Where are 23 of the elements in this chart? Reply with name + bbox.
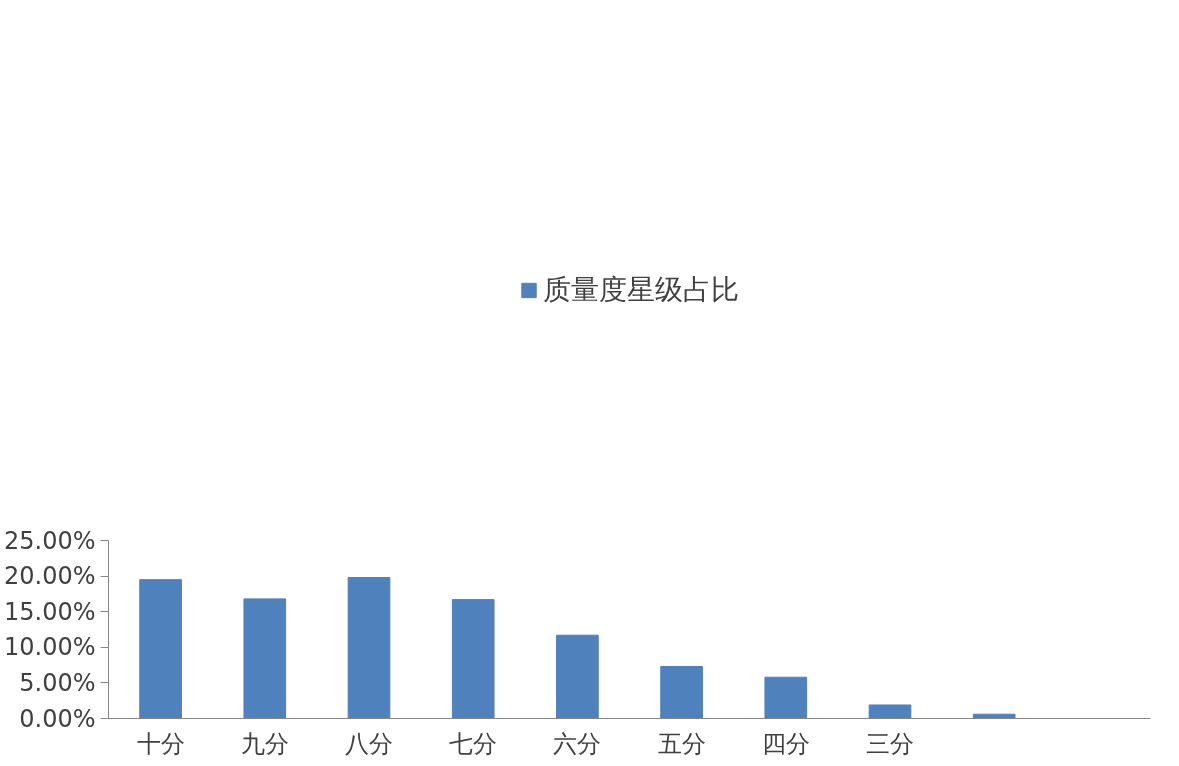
bar [660,666,703,719]
y-tick-label: 5.00% [19,668,96,697]
bar [451,599,495,719]
x-tick-label: 四分 [761,729,810,758]
x-tick-label: 三分 [866,729,914,758]
bar [243,598,287,719]
x-tick-label: 六分 [553,729,602,758]
x-tick-label: 五分 [657,729,706,758]
y-tick-label: 25.00% [3,526,96,555]
y-tick-label: 20.00% [3,562,96,591]
y-tick-label: 0.00% [19,704,96,733]
legend-label: 质量度星级占比 [542,272,739,308]
x-tick-label: 九分 [240,729,289,758]
bar [868,704,912,719]
x-tick-label: 七分 [449,729,498,758]
bar [347,577,391,719]
x-tick-label: 十分 [136,729,185,758]
bar [764,676,808,719]
bar [556,634,599,719]
y-tick-label: 15.00% [3,597,96,626]
x-tick-label: 八分 [345,729,393,758]
y-tick-label: 10.00% [3,633,96,662]
bar [139,579,182,719]
